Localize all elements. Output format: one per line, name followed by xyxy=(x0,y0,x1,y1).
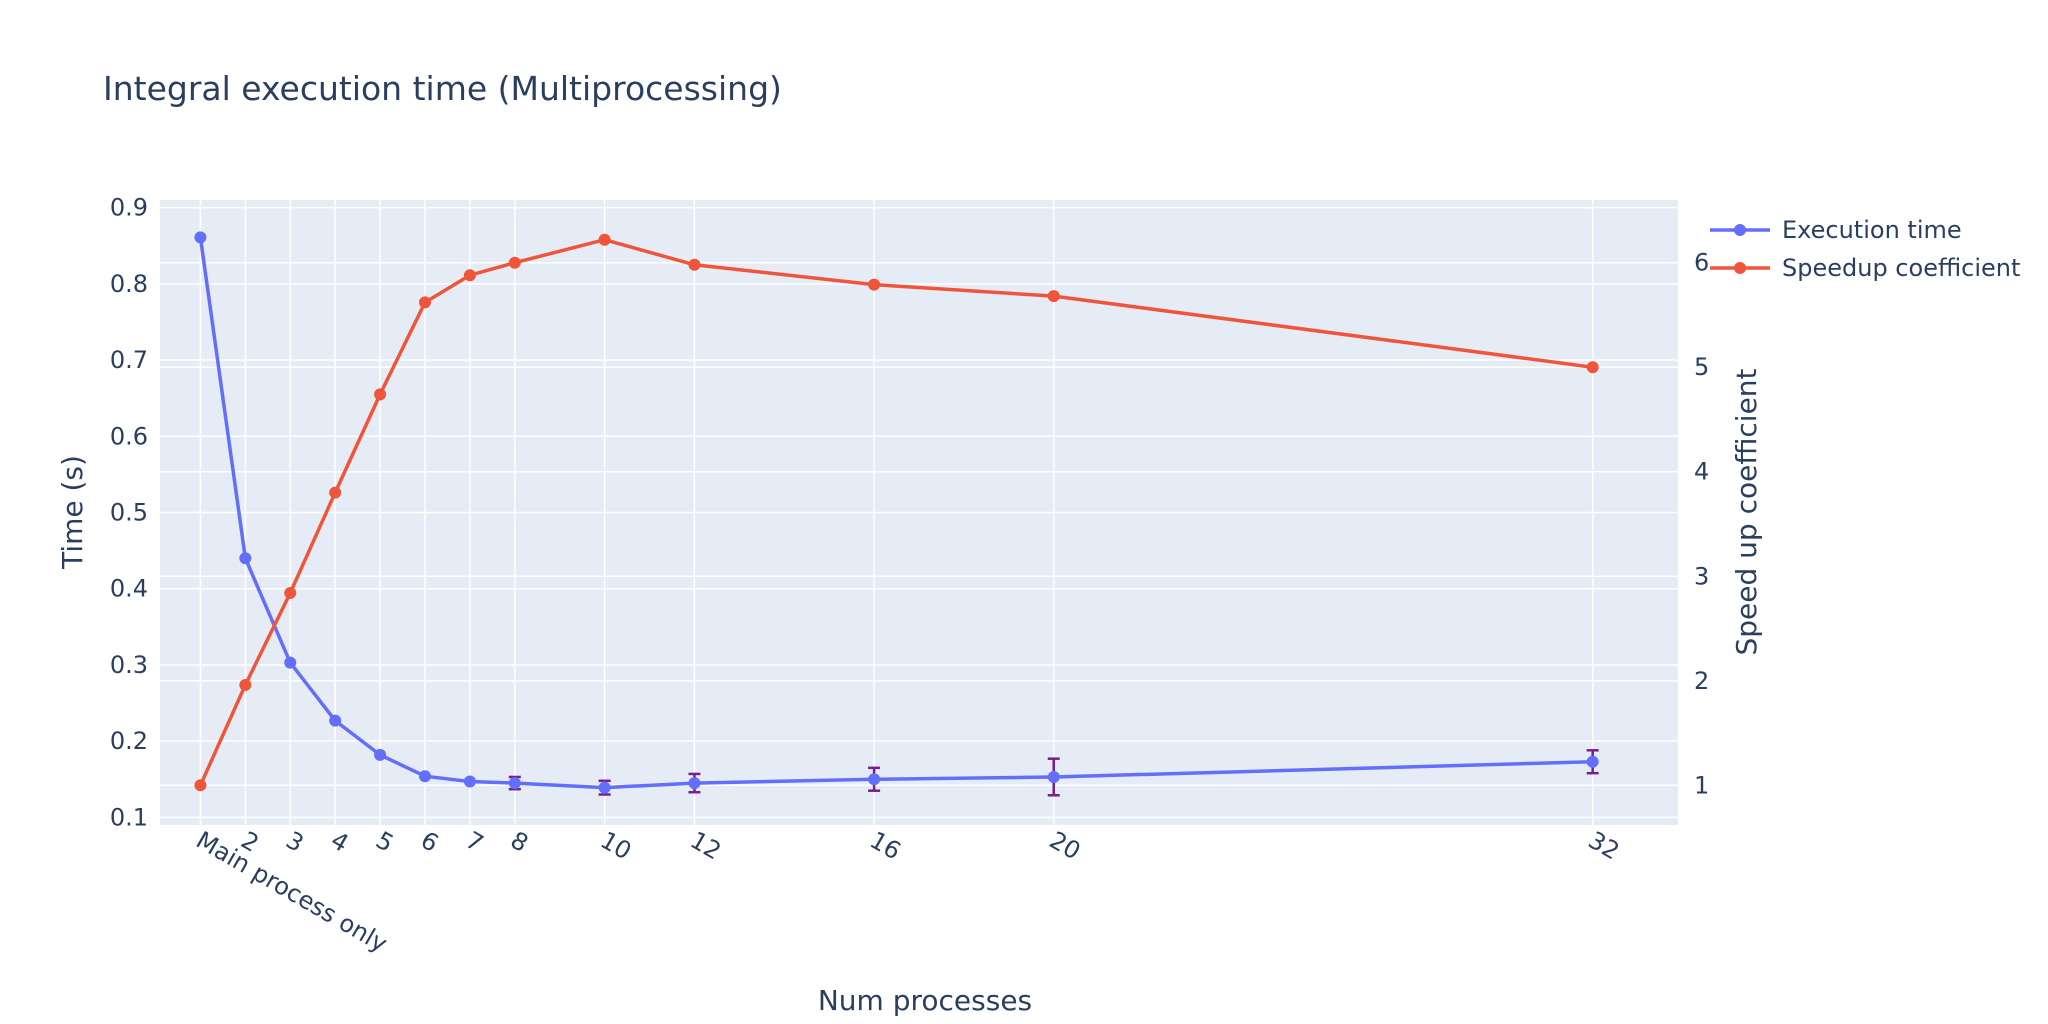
data-point xyxy=(374,748,387,761)
y-axis-ticks: 0.1 0.2 0.3 0.4 0.5 0.6 0.7 0.8 0.9 xyxy=(110,194,148,832)
data-point xyxy=(194,231,207,244)
legend-entry: Execution time xyxy=(1782,216,1962,244)
data-point xyxy=(284,586,297,599)
data-point xyxy=(1586,361,1599,374)
data-point xyxy=(598,233,611,246)
y-tick-label: 0.9 xyxy=(110,194,148,222)
legend[interactable]: Execution time Speedup coefficient xyxy=(1710,216,2020,282)
y-tick-label: 0.6 xyxy=(110,422,148,450)
data-point xyxy=(284,656,297,669)
data-point xyxy=(688,777,701,790)
y-tick-label: 0.1 xyxy=(110,803,148,831)
data-point xyxy=(1047,770,1060,783)
y2-tick-label: 6 xyxy=(1694,249,1709,277)
data-point xyxy=(418,770,431,783)
x-tick-label: 20 xyxy=(1045,826,1085,866)
data-point xyxy=(374,388,387,401)
y2-tick-label: 1 xyxy=(1694,771,1709,799)
y2-axis-ticks: 1 2 3 4 5 6 xyxy=(1694,249,1709,800)
x-tick-label: 5 xyxy=(371,826,398,858)
y-axis-title: Time (s) xyxy=(56,455,89,570)
y2-tick-label: 3 xyxy=(1694,562,1709,590)
data-point xyxy=(868,773,881,786)
data-point xyxy=(239,678,252,691)
data-point xyxy=(194,779,207,792)
data-point xyxy=(508,777,521,790)
y-tick-label: 0.8 xyxy=(110,270,148,298)
data-point xyxy=(1047,290,1060,303)
legend-marker xyxy=(1734,262,1746,274)
data-point xyxy=(329,714,342,727)
x-axis-title: Num processes xyxy=(818,984,1032,1017)
x-tick-label: 4 xyxy=(326,826,353,858)
x-tick-label: 8 xyxy=(506,826,533,858)
y-tick-label: 0.4 xyxy=(110,575,148,603)
data-point xyxy=(418,296,431,309)
data-point xyxy=(463,775,476,788)
data-point xyxy=(688,258,701,271)
y-tick-label: 0.3 xyxy=(110,651,148,679)
data-point xyxy=(598,781,611,794)
data-point xyxy=(508,256,521,269)
chart-title: Integral execution time (Multiprocessing… xyxy=(103,69,782,108)
legend-marker xyxy=(1734,224,1746,236)
data-point xyxy=(868,278,881,291)
data-point xyxy=(239,552,252,565)
x-tick-label: 3 xyxy=(281,826,308,858)
data-point xyxy=(463,269,476,282)
x-tick-label: 12 xyxy=(685,826,725,866)
x-tick-label: 32 xyxy=(1584,826,1624,866)
x-tick-label: 16 xyxy=(865,826,905,866)
grid xyxy=(160,200,1678,825)
y-tick-label: 0.2 xyxy=(110,727,148,755)
y2-axis-title: Speed up coefficient xyxy=(1730,368,1763,655)
legend-entry: Speedup coefficient xyxy=(1782,254,2020,282)
series-layer xyxy=(194,231,1599,797)
y2-tick-label: 2 xyxy=(1694,667,1709,695)
data-point xyxy=(329,486,342,499)
x-tick-label: 6 xyxy=(416,826,443,858)
y2-tick-label: 4 xyxy=(1694,458,1709,486)
y2-tick-label: 5 xyxy=(1694,353,1709,381)
x-tick-label: 10 xyxy=(596,826,636,866)
data-point xyxy=(1586,755,1599,768)
y-tick-label: 0.5 xyxy=(110,499,148,527)
y-tick-label: 0.7 xyxy=(110,346,148,374)
x-tick-label: 7 xyxy=(461,826,488,858)
